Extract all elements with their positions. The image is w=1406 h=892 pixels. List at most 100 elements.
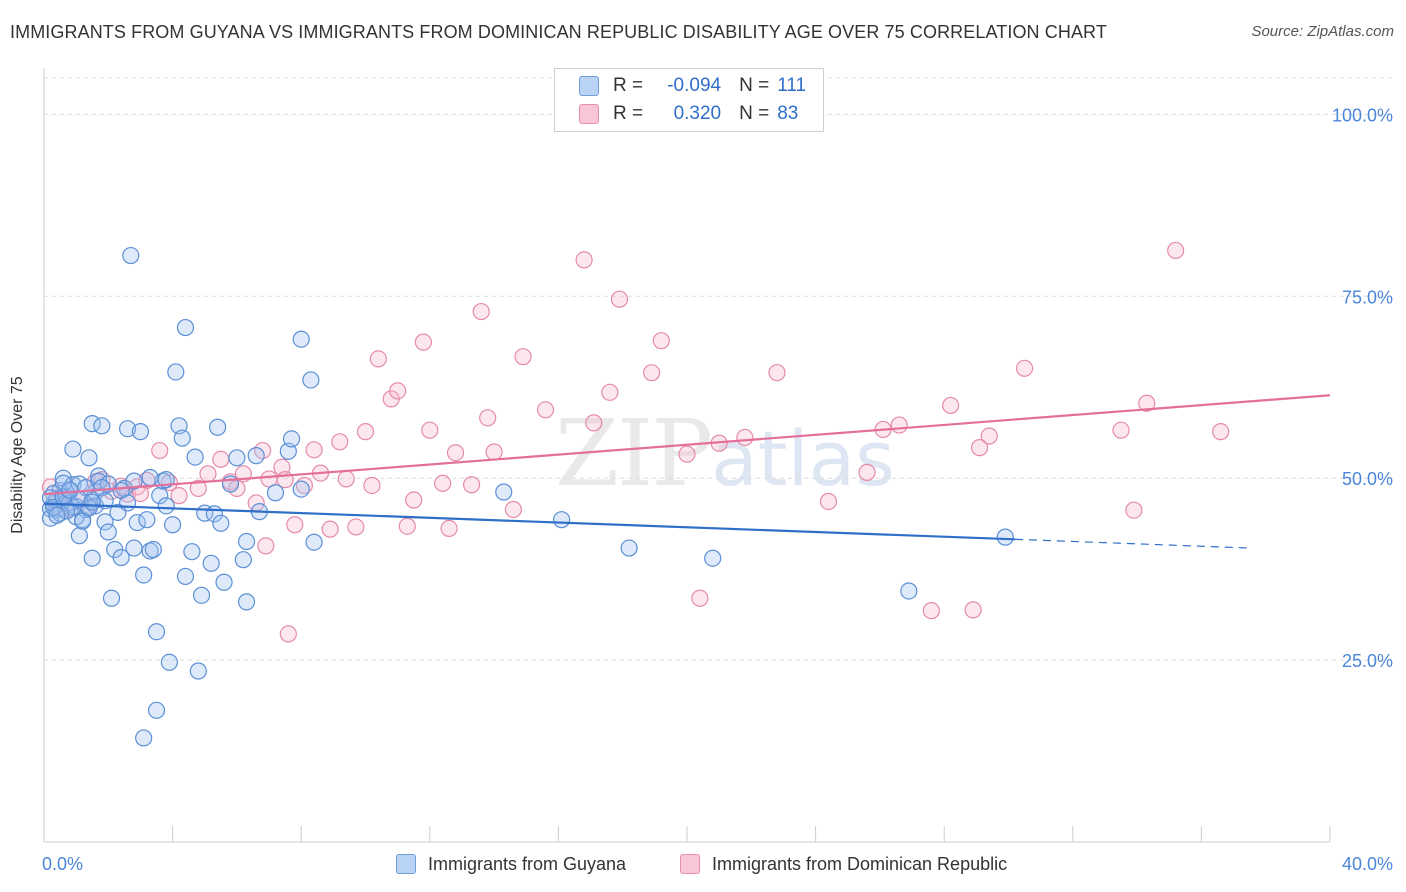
guyana-point	[57, 502, 76, 520]
guyana-trend-line	[43, 502, 1015, 541]
dominican-point	[347, 518, 365, 536]
dominican-point	[405, 491, 423, 509]
guyana-point	[215, 573, 233, 591]
guyana-swatch	[396, 854, 416, 874]
guyana-point	[125, 539, 143, 557]
dominican-point	[980, 427, 998, 445]
dominican-point	[199, 465, 217, 483]
y-tick-label: 75.0%	[1342, 287, 1393, 307]
guyana-point	[80, 449, 98, 467]
guyana-point	[147, 701, 166, 719]
guyana-point	[93, 417, 111, 435]
legend-label-guyana: Immigrants from Guyana	[428, 853, 627, 874]
dominican-point	[170, 487, 188, 505]
y-tick-label: 50.0%	[1342, 469, 1393, 489]
dominican-point	[942, 396, 960, 415]
guyana-point	[64, 440, 82, 458]
x-tick-label: 40.0%	[1342, 854, 1393, 874]
dominican-point	[151, 441, 169, 460]
dominican-point	[160, 473, 178, 492]
dominican-point	[536, 401, 555, 419]
guyana-point	[292, 480, 310, 498]
n-label: N =	[739, 75, 770, 96]
dominican-point	[652, 332, 670, 350]
dominican-point	[434, 474, 452, 492]
guyana-point	[112, 548, 130, 567]
dominican-point	[279, 625, 297, 643]
guyana-point	[189, 662, 207, 680]
r-label: R =	[613, 75, 644, 96]
guyana-point	[151, 487, 169, 505]
dominican-point	[504, 500, 522, 519]
dominican-point	[514, 348, 532, 366]
n-value: 111	[777, 75, 807, 96]
guyana-swatch	[579, 76, 599, 96]
dominican-point	[1112, 421, 1130, 439]
guyana-point	[620, 539, 638, 557]
r-value: 0.320	[673, 103, 722, 124]
dominican-point	[485, 443, 503, 461]
dominican-point	[1138, 394, 1156, 412]
guyana-point	[93, 479, 111, 497]
guyana-point	[118, 420, 137, 438]
dominican-point	[305, 441, 323, 459]
dominican-point	[398, 517, 416, 535]
guyana-point	[305, 533, 323, 551]
dominican-point	[678, 445, 696, 463]
dominican-point	[601, 383, 619, 401]
guyana-point	[147, 623, 166, 641]
legend-row-dominican: R = 0.320 N = 83	[579, 101, 798, 127]
dominican-point	[257, 537, 275, 555]
dominican-point	[610, 290, 629, 308]
guyana-point	[157, 497, 175, 515]
guyana-point	[237, 532, 256, 551]
dominican-point	[736, 428, 754, 447]
dominican-trend-line	[43, 394, 1331, 496]
dominican-point	[922, 602, 940, 620]
guyana-point	[83, 549, 101, 567]
dominican-point	[363, 476, 381, 495]
dominican-point	[768, 364, 786, 382]
dominican-point	[414, 333, 432, 351]
guyana-point	[61, 481, 79, 499]
series-legend: Immigrants from Guyana Immigrants from D…	[0, 852, 1406, 876]
dominican-point	[189, 479, 207, 497]
guyana-point	[160, 653, 178, 671]
dominican-point	[212, 450, 230, 468]
guyana-point	[302, 371, 320, 389]
guyana-point	[118, 494, 137, 512]
dominican-point	[575, 251, 593, 269]
dominican-point	[440, 519, 458, 537]
dominican-point	[964, 601, 982, 619]
stats-legend: R = -0.094 N = 111 R = 0.320 N = 83	[554, 68, 824, 132]
x-tick-label: 0.0%	[42, 854, 83, 874]
guyana-point	[212, 514, 230, 532]
guyana-point	[135, 566, 153, 584]
guyana-point	[99, 523, 117, 541]
source-credit: Source: ZipAtlas.com	[1251, 23, 1394, 40]
dominican-point	[858, 463, 876, 481]
dominican-point	[691, 589, 709, 607]
dominican-point	[890, 416, 908, 434]
dominican-point	[1015, 359, 1034, 377]
guyana-point	[186, 448, 204, 466]
guyana-point	[176, 567, 195, 586]
guyana-point	[96, 513, 114, 531]
guyana-point	[192, 586, 211, 604]
guyana-point	[202, 554, 220, 572]
guyana-point	[292, 330, 310, 348]
dominican-swatch	[680, 854, 700, 874]
guyana-point	[176, 318, 195, 337]
r-value: -0.094	[667, 75, 722, 96]
n-value: 83	[777, 103, 799, 124]
n-label: N =	[739, 103, 770, 124]
dominican-swatch	[579, 104, 599, 124]
dominican-point	[1212, 423, 1230, 441]
guyana-point	[135, 729, 153, 747]
guyana-point	[282, 430, 301, 448]
dominican-point	[356, 423, 375, 441]
guyana-point	[144, 540, 162, 559]
dominican-point	[585, 414, 603, 432]
dominican-point	[389, 382, 407, 400]
guyana-point	[704, 549, 722, 567]
